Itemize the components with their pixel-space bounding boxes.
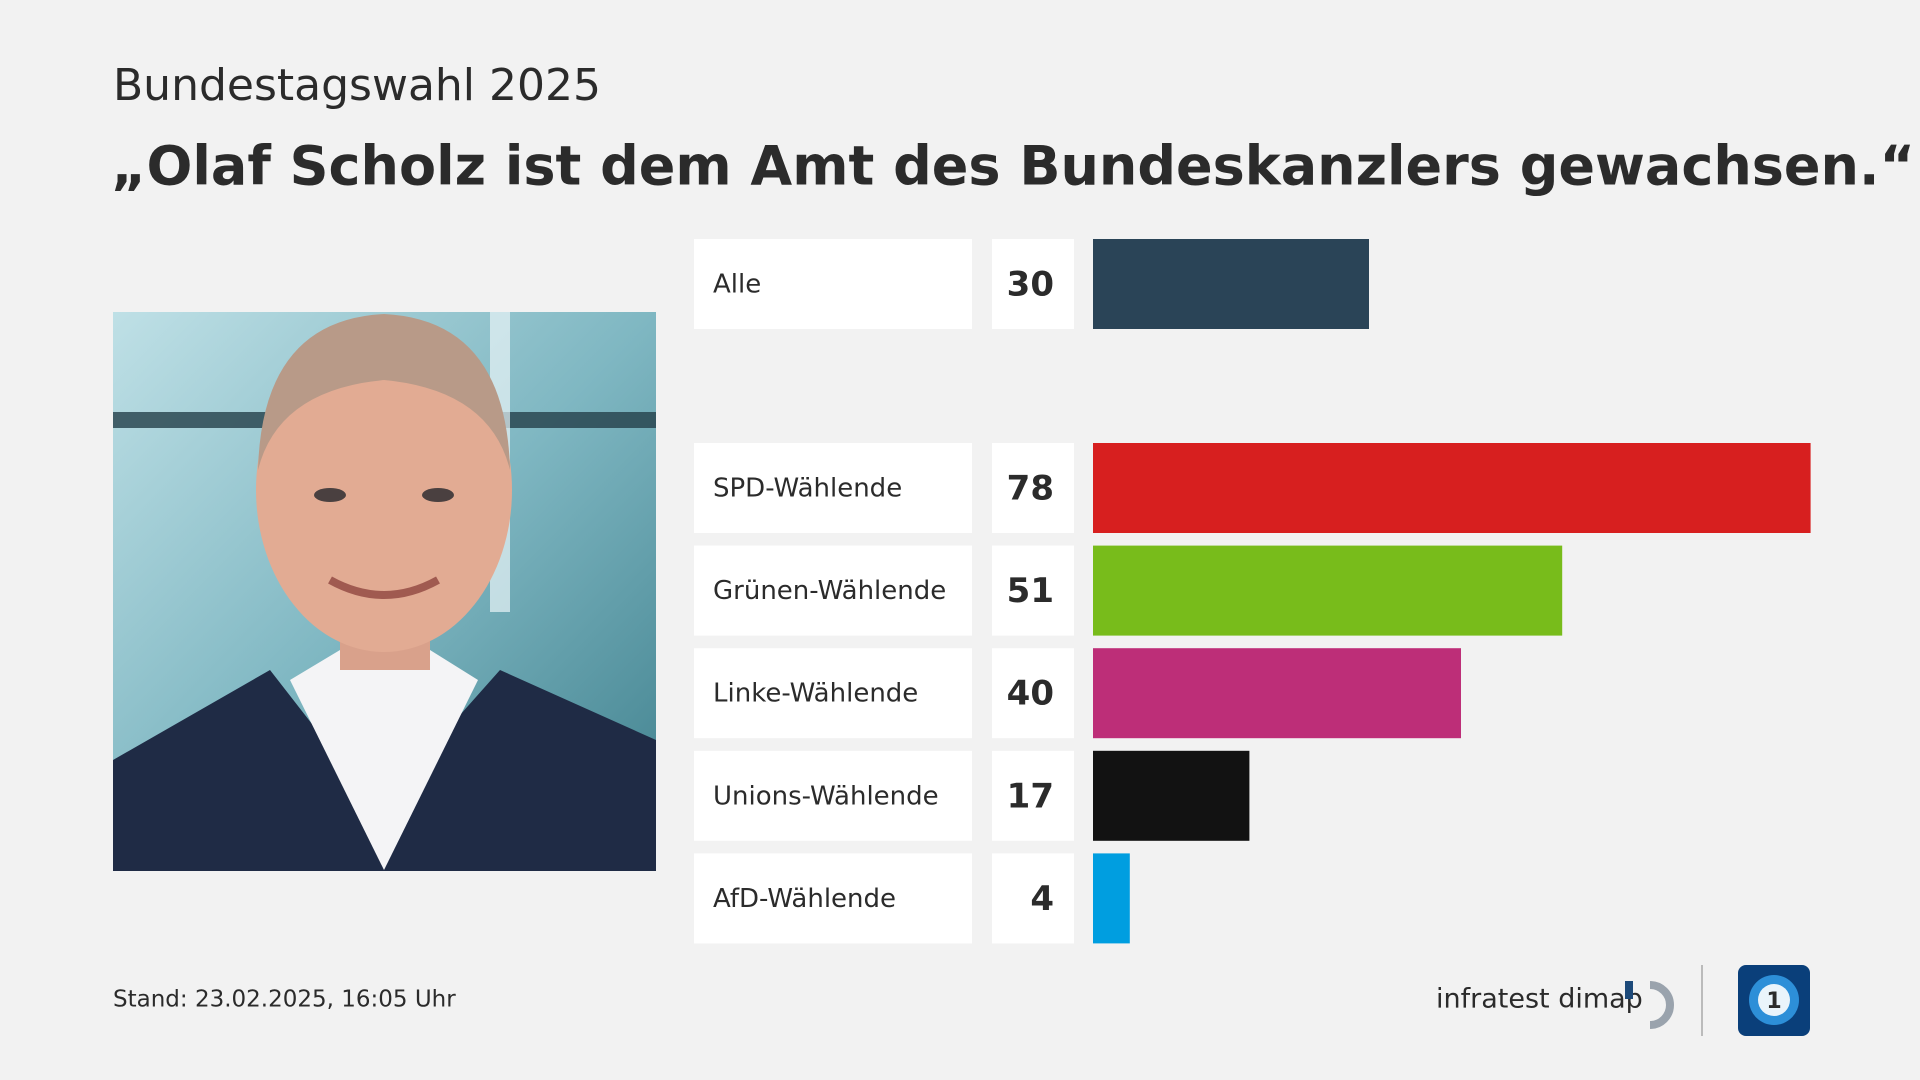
value-label: 4 xyxy=(1030,879,1054,919)
value-label: 51 xyxy=(1007,571,1054,611)
value-label: 17 xyxy=(1007,776,1054,816)
broadcaster-logo: 1 xyxy=(1738,965,1810,1036)
value-box xyxy=(992,443,1074,533)
label-box xyxy=(694,443,972,533)
category-label: SPD-Wählende xyxy=(713,474,902,504)
category-label: AfD-Wählende xyxy=(713,884,896,914)
value-box xyxy=(992,239,1074,329)
svg-text:1: 1 xyxy=(1766,989,1781,1014)
label-box xyxy=(694,750,972,841)
label-box xyxy=(694,853,972,944)
value-box xyxy=(992,545,1074,636)
value-label: 40 xyxy=(1007,674,1054,714)
bar xyxy=(1093,648,1461,739)
value-box xyxy=(992,853,1074,944)
bar xyxy=(1093,239,1369,329)
footer: Stand: 23.02.2025, 16:05 Uhr xyxy=(113,987,456,1013)
bar xyxy=(1093,443,1811,533)
category-label: Grünen-Wählende xyxy=(713,576,946,606)
title: „Olaf Scholz ist dem Amt des Bundeskanzl… xyxy=(111,135,1915,198)
portrait xyxy=(113,312,656,871)
subtitle: Bundestagswahl 2025 xyxy=(113,60,601,111)
bar-chart: Alle 30 SPD-Wählende 78 Grünen-Wählende 51 Lin… xyxy=(694,239,1811,944)
value-label: 30 xyxy=(1007,265,1054,305)
source-logo-icon xyxy=(1625,981,1674,1029)
bar xyxy=(1093,545,1563,636)
category-label: Alle xyxy=(713,270,761,300)
category-label: Unions-Wählende xyxy=(713,781,939,811)
value-box xyxy=(992,648,1074,739)
source-logo-text: infratest dimap xyxy=(1436,984,1643,1015)
label-box xyxy=(694,239,972,329)
value-box xyxy=(992,750,1074,841)
bar xyxy=(1093,853,1130,944)
value-label: 78 xyxy=(1007,469,1054,509)
label-box xyxy=(694,648,972,739)
category-label: Linke-Wählende xyxy=(713,679,918,709)
label-box xyxy=(694,545,972,636)
bar xyxy=(1093,750,1250,841)
